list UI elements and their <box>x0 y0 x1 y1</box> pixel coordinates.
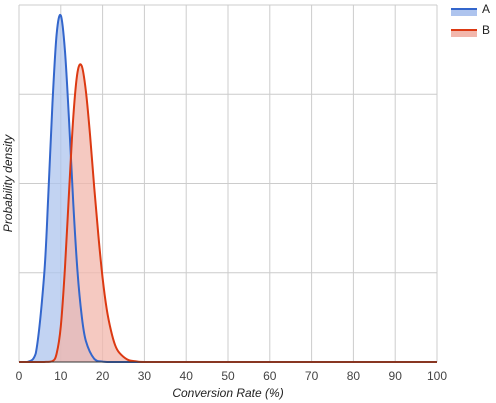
x-tick-label: 100 <box>427 369 447 383</box>
legend-label: A <box>482 2 490 16</box>
x-tick-label: 80 <box>347 369 361 383</box>
x-tick-label: 90 <box>389 369 403 383</box>
x-tick-label: 60 <box>263 369 277 383</box>
legend-item-a[interactable]: A <box>451 2 490 16</box>
x-tick-label: 70 <box>305 369 319 383</box>
x-tick-label: 10 <box>54 369 68 383</box>
legend-item-b[interactable]: B <box>451 23 490 37</box>
x-tick-labels: 0 10 20 30 40 50 60 70 80 90 100 <box>16 369 448 383</box>
x-tick-label: 40 <box>180 369 194 383</box>
legend-swatch-fill <box>451 30 477 37</box>
legend-swatch-fill <box>451 9 477 16</box>
x-tick-label: 30 <box>138 369 152 383</box>
x-axis-title: Conversion Rate (%) <box>172 386 283 400</box>
x-tick-label: 20 <box>96 369 110 383</box>
x-tick-label: 0 <box>16 369 23 383</box>
x-tick-label: 50 <box>221 369 235 383</box>
y-axis-title: Probability density <box>1 134 15 232</box>
legend-label: B <box>482 23 490 37</box>
legend[interactable]: AB <box>451 2 490 37</box>
